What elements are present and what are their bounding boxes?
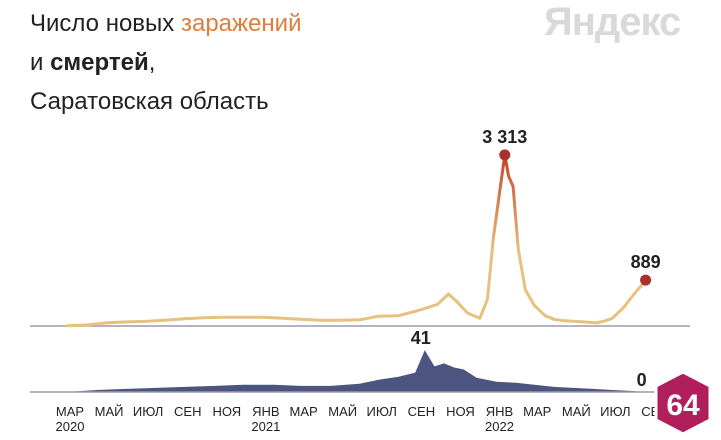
x-tick-label: ИЮЛ bbox=[367, 404, 397, 419]
x-tick-label: ЯНВ bbox=[486, 404, 513, 419]
infections-point-marker bbox=[499, 149, 511, 161]
title-infections-word: заражений bbox=[180, 10, 302, 37]
infections-value-label: 3 313 bbox=[482, 127, 527, 147]
infections-value-label: 889 bbox=[631, 252, 661, 272]
x-tick-label: МАЙ bbox=[95, 404, 124, 419]
chart-title: Число новых заражений и смертей, Саратов… bbox=[30, 4, 301, 121]
x-year-label: 2022 bbox=[485, 419, 514, 434]
title-deaths-word: смертей bbox=[50, 49, 149, 76]
x-tick-label: ИЮЛ bbox=[133, 404, 163, 419]
x-year-label: 2021 bbox=[251, 419, 280, 434]
infections-line bbox=[65, 153, 648, 328]
x-tick-label: МАР bbox=[290, 404, 318, 419]
x-tick-label: СЕН bbox=[408, 404, 435, 419]
x-tick-label: МАЙ bbox=[328, 404, 357, 419]
x-year-label: 2020 bbox=[56, 419, 85, 434]
x-tick-label: НОЯ bbox=[446, 404, 475, 419]
badge-label: 64 bbox=[666, 389, 700, 422]
brand-logo: Яндекс bbox=[544, 0, 681, 44]
title-line2-suffix: , bbox=[148, 49, 156, 76]
infections-chart: 3 313 889 bbox=[30, 127, 690, 328]
deaths-area bbox=[67, 350, 646, 392]
deaths-value-label: 0 bbox=[637, 370, 647, 390]
x-tick-label: ИЮЛ bbox=[600, 404, 630, 419]
title-line-2: и смертей, bbox=[30, 43, 301, 82]
title-line2-prefix: и bbox=[30, 49, 51, 76]
x-tick-label: СЕН bbox=[174, 404, 201, 419]
title-region: Саратовская область bbox=[30, 88, 269, 115]
x-tick-label: ЯНВ bbox=[252, 404, 279, 419]
deaths-value-label: 41 bbox=[411, 328, 431, 348]
x-tick-label: МАР bbox=[523, 404, 551, 419]
infections-point-marker bbox=[640, 274, 652, 286]
x-tick-label: НОЯ bbox=[213, 404, 242, 419]
x-tick-label: МАЙ bbox=[562, 404, 591, 419]
region-64-badge: 64 bbox=[654, 370, 712, 436]
badge-shape bbox=[654, 370, 712, 436]
deaths-chart: 41 0 bbox=[30, 328, 690, 393]
title-line1-prefix: Число новых bbox=[30, 10, 181, 37]
title-line-1: Число новых заражений bbox=[30, 4, 301, 43]
x-tick-label: МАР bbox=[56, 404, 84, 419]
